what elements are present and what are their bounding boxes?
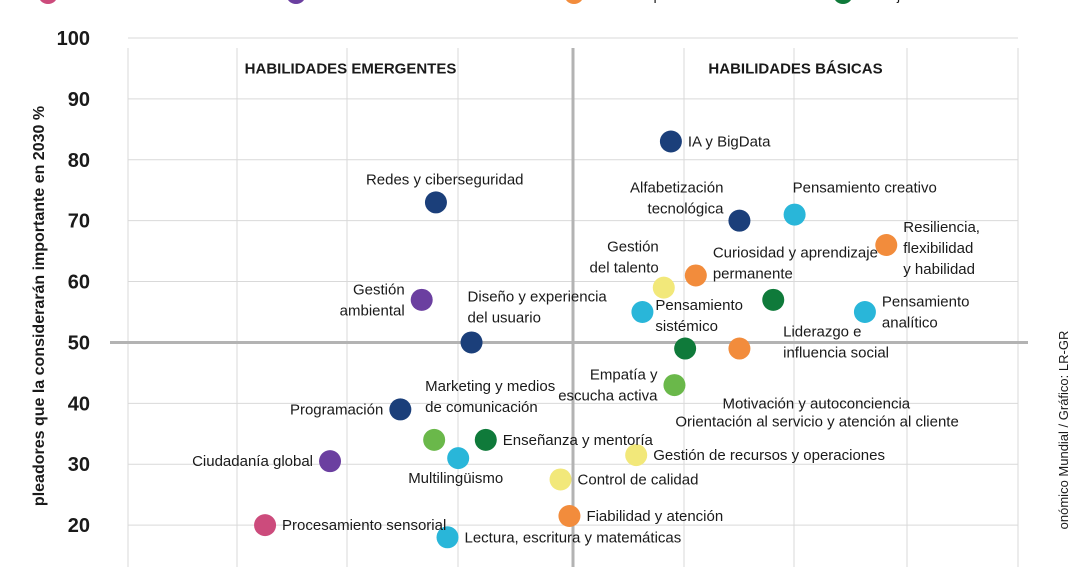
point-label: Programación [290, 401, 383, 418]
legend-dot [566, 0, 582, 4]
data-point [659, 130, 682, 153]
data-point [652, 276, 675, 299]
data-point [423, 428, 446, 451]
data-point [549, 468, 572, 491]
point-label: Orientación al servicio y atención al cl… [675, 414, 958, 431]
point-label: IA y BigData [688, 134, 771, 151]
point-labels: IA y BigData Redes y ciberseguridad Alfabe… [192, 134, 980, 547]
legend-label: Habilidades físicas [66, 0, 183, 3]
data-point [474, 428, 497, 451]
data-point [875, 234, 898, 257]
y-axis: 20 30 40 50 60 70 80 90 100 [57, 28, 90, 537]
legend-label: Alto Enfoque [592, 0, 672, 3]
quadrant-label: HABILIDADES BÁSICAS [708, 60, 882, 77]
point-label: Resiliencia, flexibilidad y habilidad [903, 219, 980, 278]
point-label: Lectura, escritura y matemáticas [465, 529, 682, 546]
grid [110, 37, 1028, 567]
data-point [684, 264, 707, 287]
point-label: Alfabetización tecnológica [630, 180, 724, 218]
legend-dot [835, 0, 851, 4]
y-tick-label: 30 [68, 454, 90, 476]
data-point [674, 337, 697, 360]
y-tick-label: 90 [68, 89, 90, 111]
data-point [447, 447, 470, 470]
point-label: Multilingüismo [408, 470, 503, 487]
point-label: Empatía y escucha activa [558, 367, 658, 405]
data-point [389, 398, 412, 421]
y-tick-label: 100 [57, 28, 90, 50]
y-axis-label: pleadores que la considerarán importante… [31, 106, 48, 506]
y-tick-label: 80 [68, 150, 90, 172]
data-point [436, 526, 459, 549]
data-point [728, 209, 751, 232]
point-label: Gestión ambiental [340, 281, 405, 319]
point-label: Redes y ciberseguridad [366, 171, 524, 188]
data-point [631, 301, 654, 323]
quadrant-labels: HABILIDADES EMERGENTES HABILIDADES BÁSICA… [245, 60, 883, 77]
point-label: Procesamiento sensorial [282, 517, 446, 534]
point-label: Control de calidad [578, 471, 699, 488]
source-note: onómico Mundial / Gráfico: LR-GR [1056, 331, 1071, 530]
point-label: Pensamiento creativo [793, 180, 937, 197]
legend-label: Ética [314, 0, 345, 3]
point-label: Liderazgo e influencia social [783, 324, 889, 362]
point-label: Enseñanza y mentoría [503, 432, 654, 449]
data-point [783, 203, 806, 226]
data-point [853, 301, 876, 323]
point-label: Gestión de recursos y operaciones [653, 447, 885, 464]
legend-label: Trabajar con otros [861, 0, 974, 3]
quadrant-label: HABILIDADES EMERGENTES [245, 60, 457, 77]
data-point [319, 450, 342, 473]
point-label: Pensamiento sistémico [655, 297, 743, 335]
point-label: Curiosidad y aprendizaje permanente [713, 244, 878, 282]
data-point [558, 504, 581, 527]
y-tick-label: 50 [68, 332, 90, 354]
point-label: Gestión del talento [590, 239, 659, 277]
y-tick-label: 40 [68, 393, 90, 415]
data-points [254, 130, 898, 549]
data-point [254, 514, 277, 537]
legend: Habilidades físicas Ética Alto Enfoque Trab… [40, 0, 974, 4]
point-label: Ciudadanía global [192, 453, 313, 470]
data-point [625, 444, 648, 467]
y-tick-label: 70 [68, 211, 90, 233]
y-tick-label: 20 [68, 515, 90, 537]
data-point [663, 374, 686, 397]
point-label: Pensamiento analítico [882, 294, 970, 332]
legend-dot [288, 0, 304, 4]
y-tick-label: 60 [68, 272, 90, 294]
data-point [424, 191, 447, 214]
point-label: Diseño y experiencia del usuario [468, 288, 608, 326]
point-label: Marketing y medios de comunicación [425, 378, 555, 416]
point-label: Motivación y autoconciencia [723, 395, 911, 412]
point-label: Fiabilidad y atención [586, 508, 723, 525]
data-point [460, 331, 483, 354]
data-point [410, 288, 433, 311]
legend-dot [40, 0, 56, 4]
data-point [728, 337, 751, 360]
data-point [762, 288, 785, 311]
